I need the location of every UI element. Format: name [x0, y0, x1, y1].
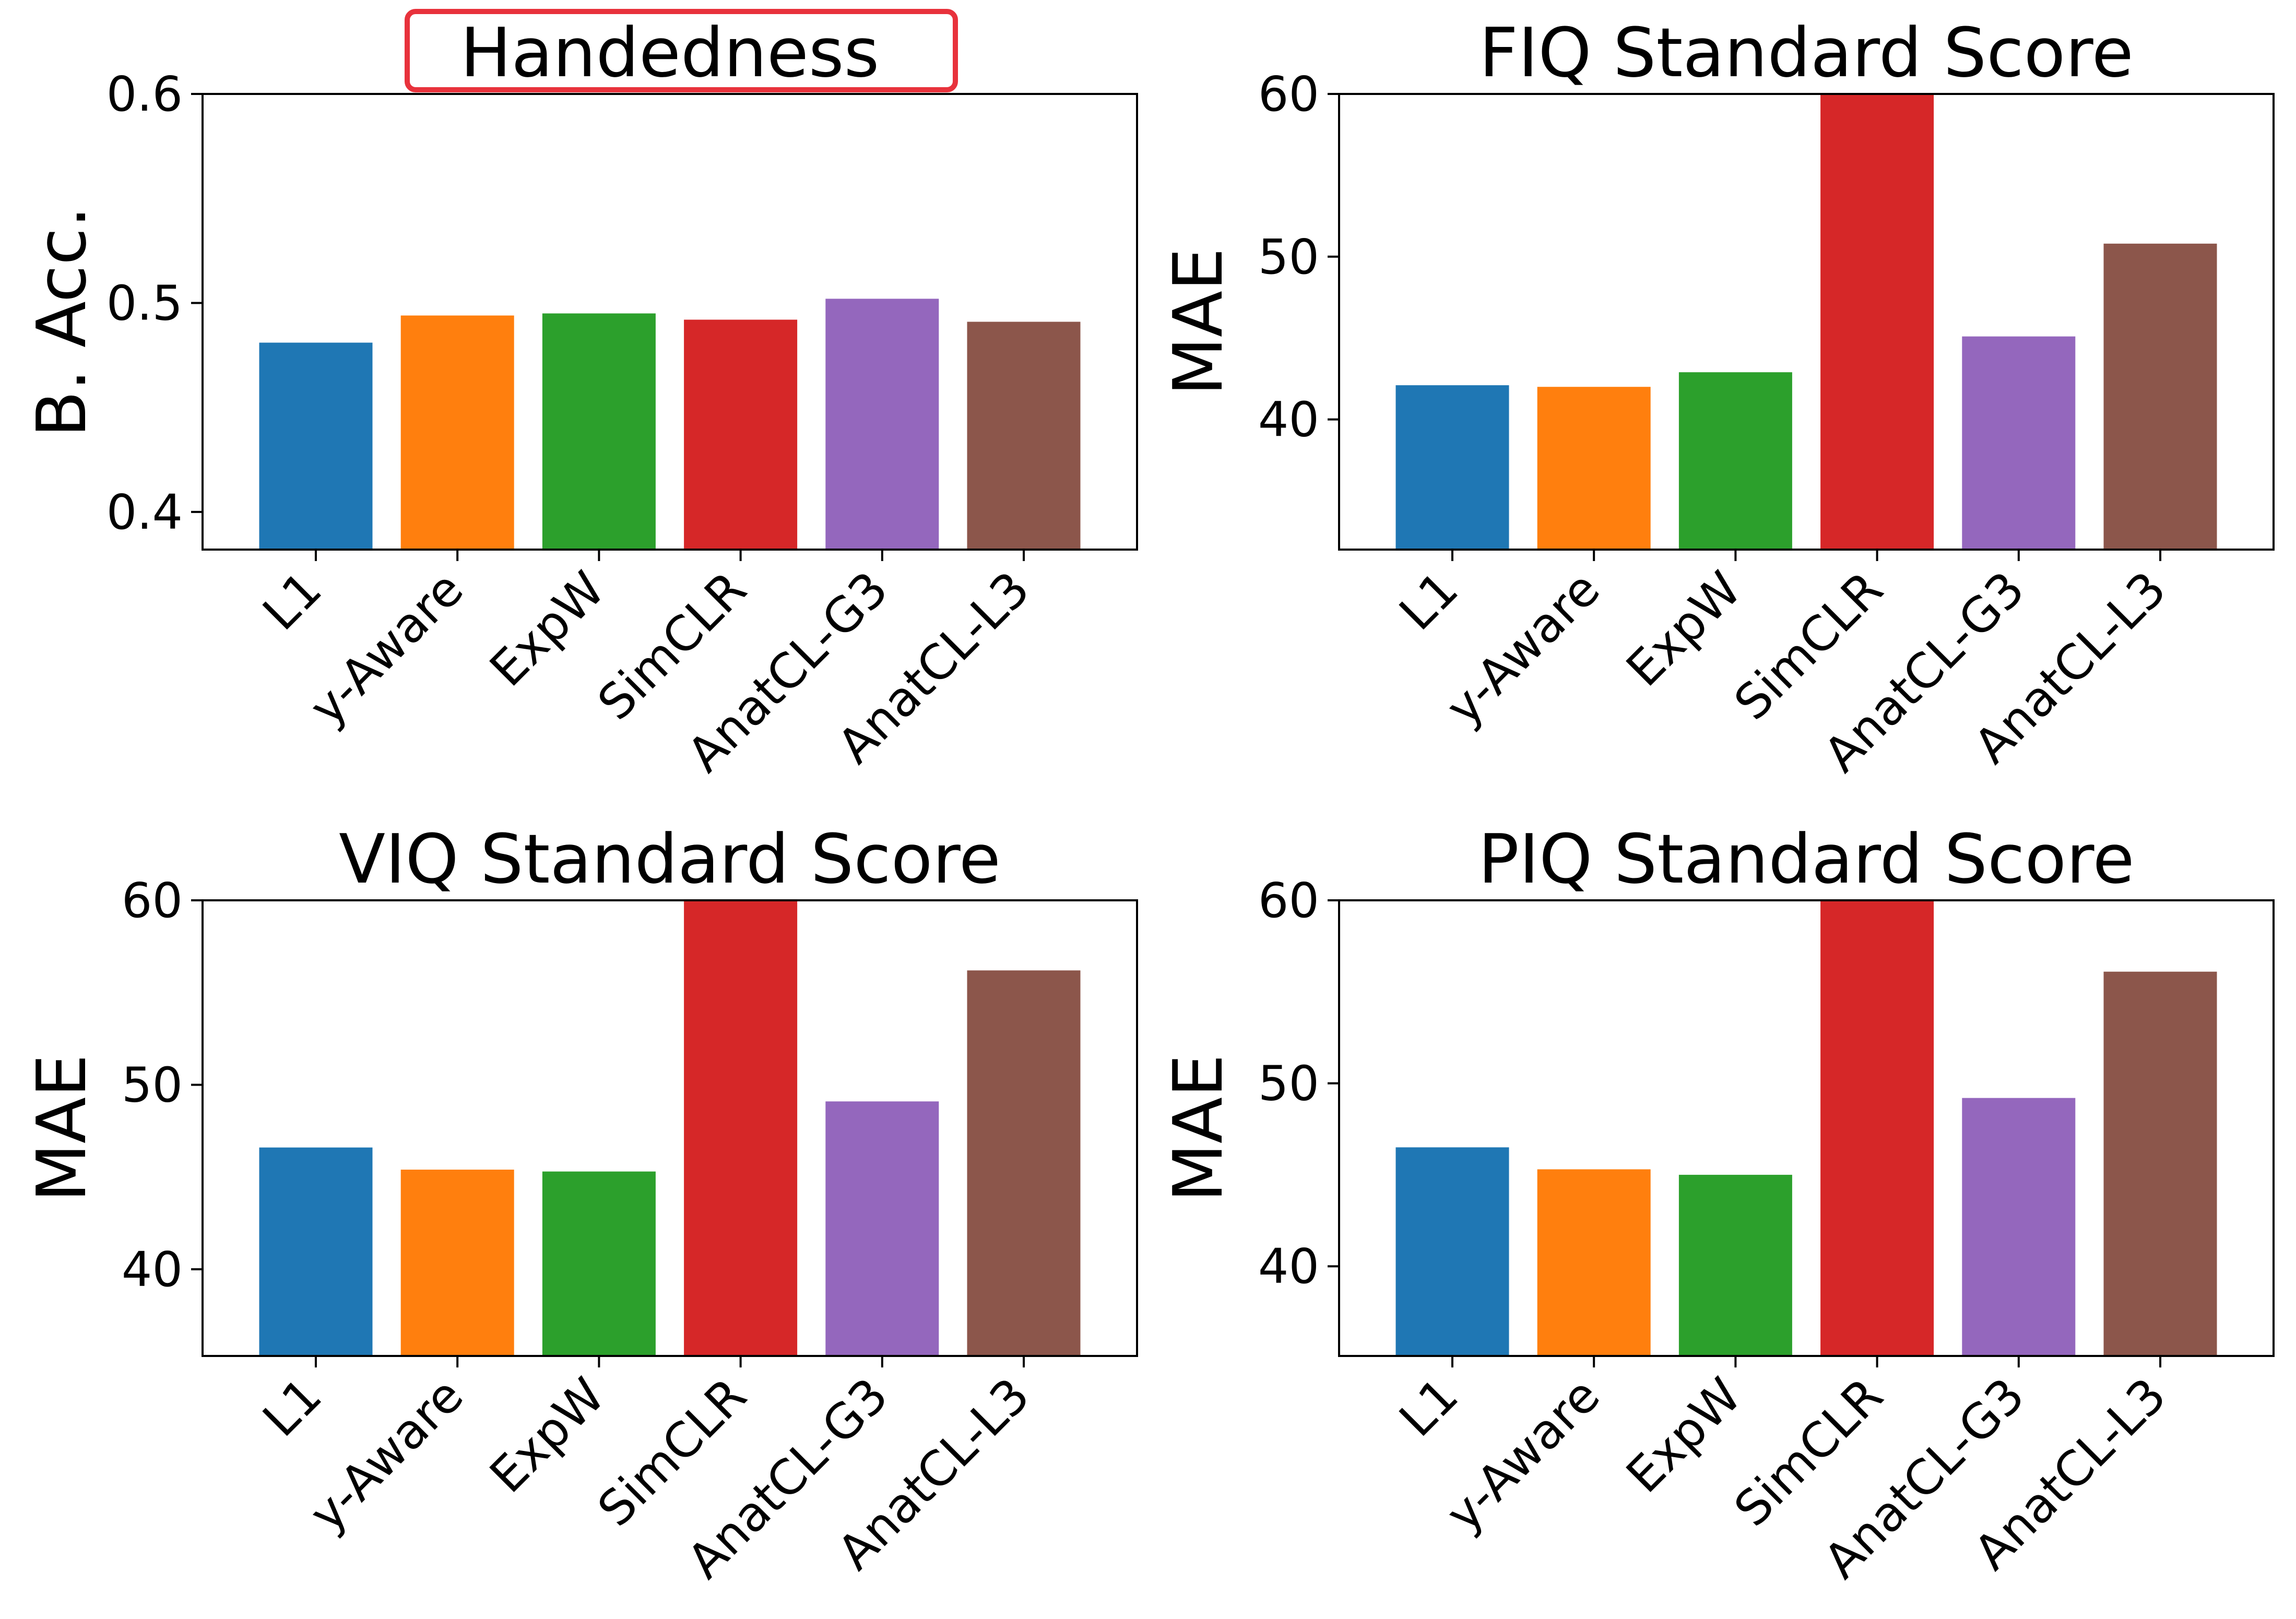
- x-tick-label-y-aware: y-Aware: [299, 561, 474, 736]
- y-tick-label: 60: [122, 873, 183, 928]
- x-tick-label-l1: L1: [252, 1367, 332, 1447]
- bar-anatcl-l3: [2103, 243, 2217, 550]
- y-tick-label: 40: [1258, 1239, 1319, 1294]
- bar-l1: [1395, 385, 1509, 550]
- bar-anatcl-l3: [967, 322, 1081, 550]
- bar-simclr: [684, 900, 798, 1356]
- y-axis-label: B. Acc.: [22, 206, 101, 437]
- y-tick-label: 0.4: [106, 484, 183, 540]
- bar-l1: [259, 342, 373, 550]
- bar-anatcl-l3: [967, 970, 1081, 1356]
- bar-anatcl-g3: [1962, 336, 2076, 550]
- bar-expw: [1678, 372, 1792, 550]
- bar-simclr: [1820, 900, 1934, 1356]
- chart-title: Handedness: [460, 13, 880, 92]
- axes-frame: [202, 899, 1138, 1357]
- title-highlight-box: [405, 9, 958, 92]
- bar-anatcl-g3: [1962, 1098, 2076, 1356]
- y-axis-label: MAE: [1158, 248, 1238, 396]
- chart-title: PIQ Standard Score: [1478, 819, 2134, 899]
- bar-y-aware: [1537, 1169, 1651, 1356]
- y-tick-label: 60: [1258, 873, 1319, 928]
- bar-y-aware: [1537, 387, 1651, 550]
- bar-l1: [259, 1147, 373, 1356]
- axes-frame: [202, 93, 1138, 551]
- y-tick-label: 40: [122, 1242, 183, 1297]
- x-tick-label-y-aware: y-Aware: [299, 1367, 474, 1542]
- y-tick-label: 0.5: [106, 275, 183, 331]
- y-tick-label: 0.6: [106, 66, 183, 122]
- bar-expw: [542, 313, 656, 550]
- y-axis-label: MAE: [22, 1054, 101, 1202]
- bar-simclr: [1820, 94, 1934, 550]
- axes-frame: [1338, 93, 2275, 551]
- x-tick-label-l1: L1: [252, 561, 332, 641]
- axes-frame: [1338, 899, 2275, 1357]
- y-tick-label: 50: [122, 1057, 183, 1113]
- y-tick-label: 50: [1258, 229, 1319, 285]
- x-tick-label-expw: ExpW: [479, 1367, 616, 1504]
- bar-l1: [1395, 1147, 1509, 1356]
- x-tick-label-expw: ExpW: [1616, 561, 1752, 697]
- bar-anatcl-g3: [825, 1101, 939, 1356]
- y-tick-label: 50: [1258, 1056, 1319, 1112]
- x-tick-label-expw: ExpW: [479, 561, 616, 697]
- x-tick-label-y-aware: y-Aware: [1435, 561, 1610, 736]
- chart-title: FIQ Standard Score: [1479, 13, 2134, 92]
- x-tick-label-y-aware: y-Aware: [1435, 1367, 1610, 1542]
- y-tick-label: 40: [1258, 392, 1319, 448]
- x-tick-label-expw: ExpW: [1616, 1367, 1752, 1504]
- bar-anatcl-l3: [2103, 971, 2217, 1356]
- bar-simclr: [684, 319, 798, 550]
- chart-title: VIQ Standard Score: [339, 819, 1001, 899]
- y-tick-label: 60: [1258, 66, 1319, 122]
- y-axis-label: MAE: [1158, 1054, 1238, 1202]
- x-tick-label-l1: L1: [1389, 561, 1469, 641]
- bar-expw: [542, 1171, 656, 1356]
- bar-expw: [1678, 1174, 1792, 1356]
- bar-y-aware: [400, 315, 514, 550]
- bar-y-aware: [400, 1170, 514, 1356]
- bar-anatcl-g3: [825, 299, 939, 550]
- x-tick-label-l1: L1: [1389, 1367, 1469, 1447]
